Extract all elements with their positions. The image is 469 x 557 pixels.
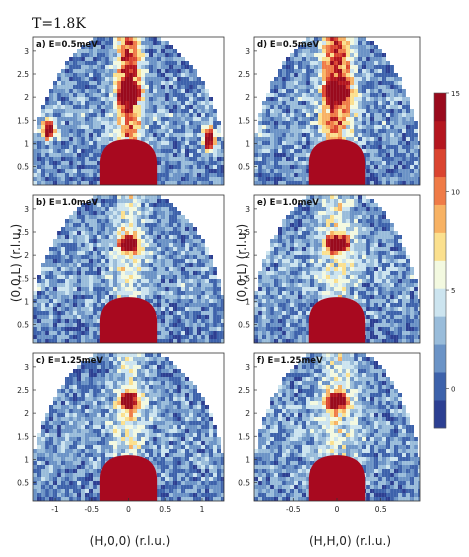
y-tick-label: 3 [245,47,250,56]
beam-mask [99,139,158,185]
panel-label: d) E=0.5meV [257,40,320,50]
y-tick-label: 1.5 [17,116,29,125]
panel-frame [32,36,225,186]
beam-mask [308,139,366,185]
panel: d) E=0.5meV 3 2.5 2 1.5 1 0.5 [238,36,421,186]
y-tick-label: 1.5 [238,116,250,125]
panel: a) E=0.5meV 3 2.5 2 1.5 1 0.5 [17,36,225,186]
panel-label: b) E=1.0meV [36,198,99,208]
beam-mask [99,297,158,343]
y-tick-label: 0.5 [17,163,29,172]
y-tick-label: 0.5 [238,163,250,172]
panel-label: a) E=0.5meV [36,40,98,50]
y-tick-label: 2.5 [17,70,29,79]
y-tick-label: 2 [24,251,29,260]
panels-layer: a) E=0.5meV 3 2.5 2 1.5 1 0.5 d) E=0.5meV 3 2.5 2 1… [17,36,421,514]
y-tick-label: 3 [24,47,29,56]
y-tick-label: 2.5 [238,70,250,79]
y-tick-label: 3 [24,205,29,214]
figure-title: T=1.8K [32,16,86,32]
y-tick-label: 2 [24,93,29,102]
y-tick-label: 1.5 [17,274,29,283]
y-tick-label: 2.5 [17,228,29,237]
y-tick-label: 1 [24,139,29,148]
panel: b) E=1.0meV 3 2.5 2 1.5 1 0.5 [17,194,225,344]
y-tick-label: 1 [245,139,250,148]
y-tick-label: 1 [24,297,29,306]
y-tick-label: 2 [245,93,250,102]
panel-frame [253,36,421,186]
y-tick-label: 0.5 [17,321,29,330]
panel-frame [32,194,225,344]
